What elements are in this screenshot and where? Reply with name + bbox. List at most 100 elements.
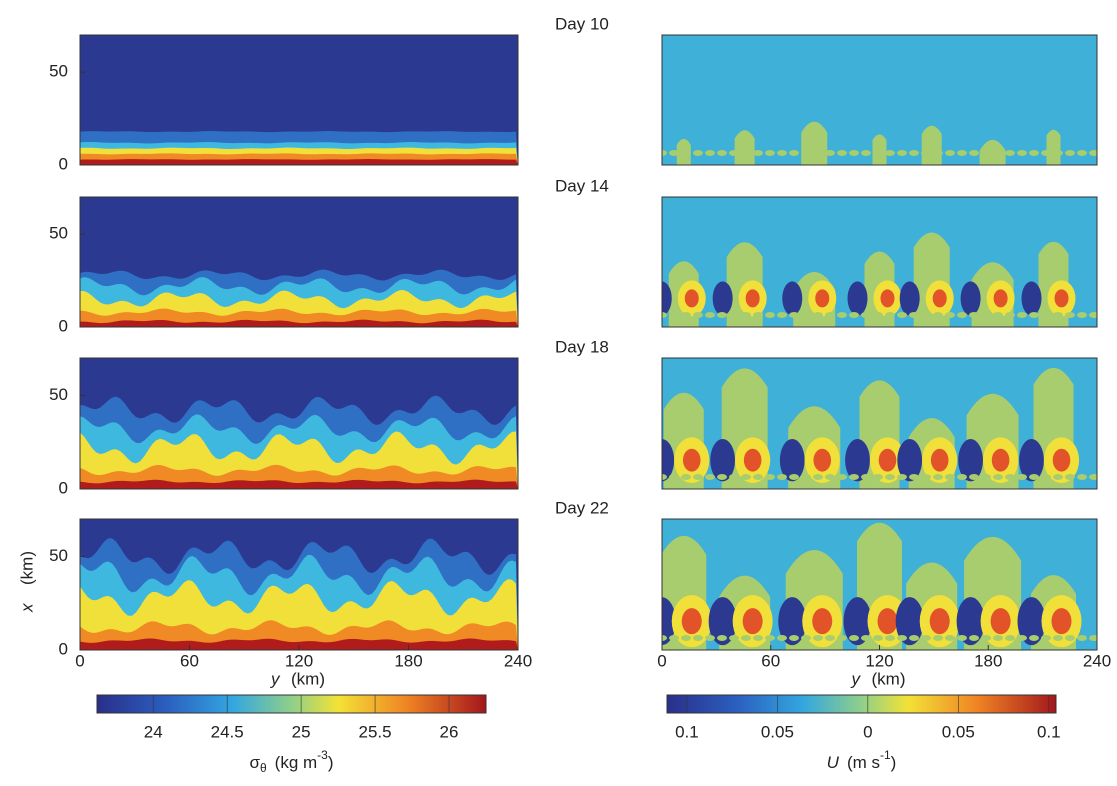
small-eddy: [1077, 312, 1087, 318]
small-eddy: [957, 312, 967, 318]
panel-frame: [661, 196, 1098, 328]
day-label: Day 10: [555, 14, 609, 33]
small-eddy: [897, 635, 907, 641]
small-eddy: [897, 312, 907, 318]
small-eddy: [921, 312, 931, 318]
neg-eddy: [843, 597, 872, 646]
small-eddy: [1077, 150, 1087, 156]
small-eddy: [993, 635, 1003, 641]
small-eddy: [681, 474, 691, 480]
small-eddy: [765, 474, 775, 480]
colorbar-label: U (m s-1): [827, 748, 897, 772]
velocity-panel: [662, 35, 1097, 165]
small-eddy: [969, 312, 979, 318]
colorbar-tick-label: 26: [440, 722, 459, 741]
small-eddy: [861, 474, 871, 480]
pos-core: [815, 289, 830, 308]
y-tick-label: 50: [49, 62, 68, 81]
small-eddy: [1065, 635, 1075, 641]
small-eddy: [1089, 312, 1097, 318]
day-label: Day 18: [555, 337, 609, 356]
small-eddy: [1089, 150, 1097, 156]
small-eddy: [945, 312, 955, 318]
small-eddy: [885, 474, 895, 480]
label-symbol: σ: [249, 753, 260, 772]
small-eddy: [849, 474, 859, 480]
pos-core: [880, 289, 895, 308]
colorbar: [96, 694, 487, 714]
pos-core: [991, 448, 1010, 472]
small-eddy: [873, 635, 883, 641]
small-eddy: [909, 635, 919, 641]
small-eddy: [837, 150, 847, 156]
panel-frame: [79, 357, 519, 490]
neg-eddy: [960, 281, 981, 316]
small-eddy: [885, 150, 895, 156]
small-eddy: [1017, 312, 1027, 318]
label-close: ): [891, 753, 897, 772]
green-blob: [979, 139, 1006, 165]
small-eddy: [1029, 635, 1039, 641]
small-eddy: [1077, 474, 1087, 480]
small-eddy: [993, 312, 1003, 318]
pos-core: [742, 608, 763, 635]
y-axis-label: x: [17, 603, 36, 613]
label-close: ): [328, 753, 334, 772]
pos-core: [813, 448, 832, 472]
small-eddy: [662, 312, 667, 318]
panel-frame: [79, 196, 519, 328]
small-eddy: [705, 474, 715, 480]
small-eddy: [1029, 150, 1039, 156]
day-label: Day 14: [555, 176, 609, 195]
small-eddy: [1005, 150, 1015, 156]
x-tick-label: 180: [974, 651, 1002, 670]
small-eddy: [981, 150, 991, 156]
pos-core: [682, 448, 701, 472]
y-tick-label: 0: [59, 316, 68, 335]
colorbar-tick-label: 0.05: [761, 722, 794, 741]
panel-frame: [79, 34, 519, 166]
small-eddy: [825, 312, 835, 318]
small-eddy: [789, 150, 799, 156]
small-eddy: [825, 150, 835, 156]
small-eddy: [849, 312, 859, 318]
small-eddy: [717, 150, 727, 156]
small-eddy: [909, 150, 919, 156]
y-axis-unit: (km): [17, 551, 36, 585]
small-eddy: [981, 635, 991, 641]
density-layer: [80, 479, 518, 489]
small-eddy: [957, 474, 967, 480]
small-eddy: [1005, 635, 1015, 641]
small-eddy: [705, 635, 715, 641]
small-eddy: [1053, 150, 1063, 156]
velocity-panel: [662, 197, 1097, 327]
neg-eddy: [662, 281, 672, 316]
x-axis-unit: (km): [872, 669, 906, 688]
small-eddy: [849, 150, 859, 156]
neg-eddy: [779, 438, 805, 482]
small-eddy: [662, 474, 667, 480]
neg-eddy: [847, 281, 868, 316]
small-eddy: [741, 474, 751, 480]
small-eddy: [945, 635, 955, 641]
x-tick-label: 180: [394, 651, 422, 670]
x-tick-label: 120: [285, 651, 313, 670]
small-eddy: [1089, 474, 1097, 480]
small-eddy: [813, 312, 823, 318]
green-blob: [872, 134, 887, 165]
velocity-panel: [662, 358, 1097, 489]
pos-core: [930, 448, 949, 472]
x-tick-label: 240: [504, 651, 532, 670]
small-eddy: [1077, 635, 1087, 641]
small-eddy: [741, 635, 751, 641]
small-eddy: [669, 635, 679, 641]
label-sup: -1: [880, 748, 891, 762]
green-blob: [921, 125, 942, 165]
small-eddy: [1005, 474, 1015, 480]
small-eddy: [717, 635, 727, 641]
small-eddy: [1053, 474, 1063, 480]
neg-eddy: [895, 597, 924, 646]
small-eddy: [921, 635, 931, 641]
neg-eddy: [710, 438, 736, 482]
